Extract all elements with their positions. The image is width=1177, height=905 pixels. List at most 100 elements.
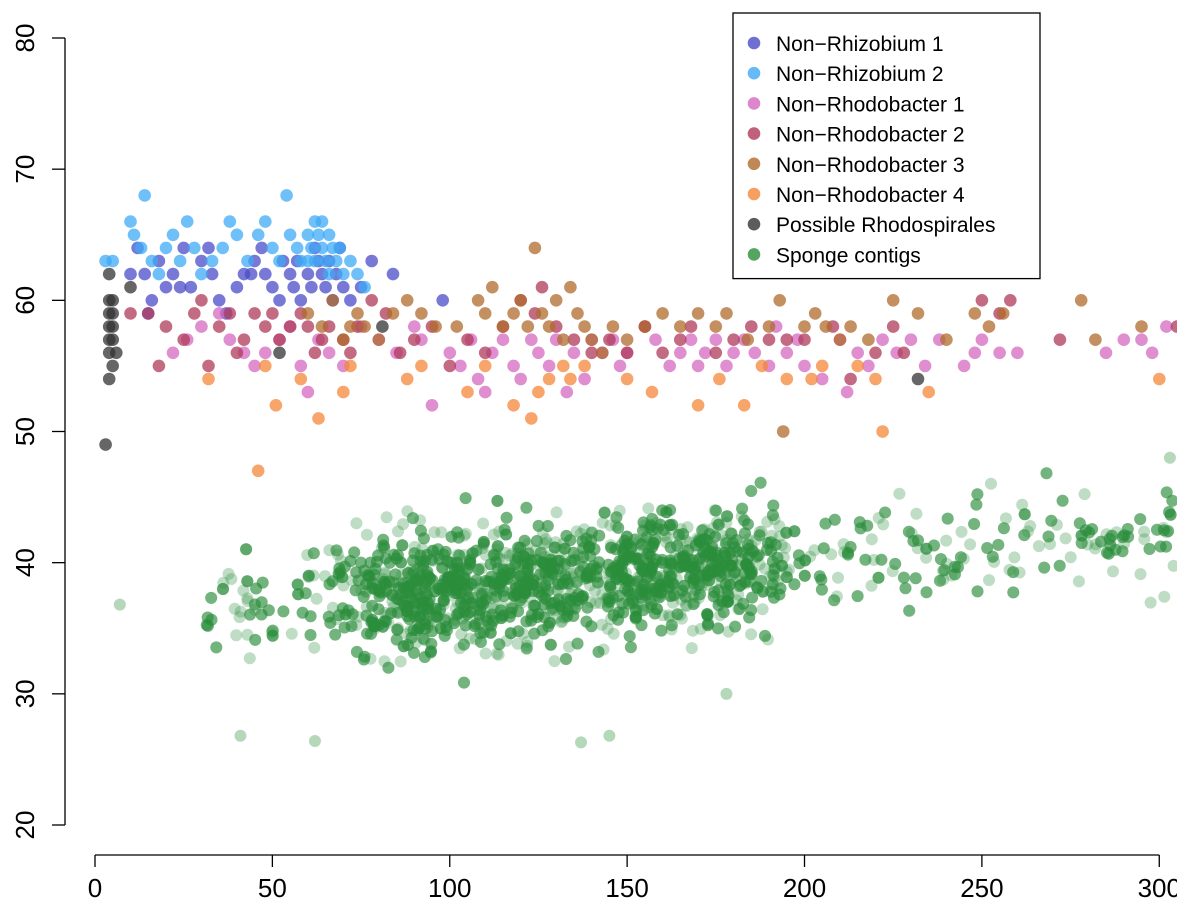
sponge-contig-point — [376, 620, 389, 633]
sponge-contig-point — [418, 596, 430, 609]
sponge-contig-point — [493, 638, 506, 651]
sponge-contig-point — [745, 539, 758, 552]
sponge-contig-point — [414, 514, 427, 527]
sponge-contig-point — [552, 562, 564, 575]
sponge-contig-point — [851, 590, 864, 603]
sponge-contig-point — [585, 620, 598, 633]
sponge-contig-point — [419, 581, 431, 594]
data-point — [496, 320, 510, 333]
sponge-contig-point — [707, 566, 720, 578]
sponge-contig-point — [552, 578, 565, 591]
sponge-contig-point — [470, 574, 483, 587]
sponge-contig-point — [349, 584, 362, 597]
sponge-contig-point — [336, 571, 349, 584]
sponge-contig-point — [765, 581, 778, 594]
sponge-contig-point — [629, 612, 642, 625]
data-point — [564, 280, 577, 294]
sponge-contig-point — [414, 591, 427, 604]
sponge-contig-point — [498, 523, 511, 536]
sponge-contig-point — [694, 622, 707, 635]
sponge-contig-point — [679, 590, 692, 603]
sponge-contig-point — [676, 551, 689, 563]
sponge-contig-point — [645, 598, 658, 611]
sponge-contig-point — [1109, 543, 1122, 556]
sponge-contig-point — [734, 574, 747, 586]
sponge-contig-point — [706, 541, 719, 554]
sponge-contig-point — [691, 532, 704, 545]
sponge-contig-point — [518, 534, 531, 547]
sponge-contig-point — [627, 596, 640, 609]
sponge-contig-point — [664, 590, 677, 602]
sponge-contig-point — [712, 599, 725, 612]
sponge-contig-point — [664, 558, 677, 571]
sponge-contig-point — [355, 583, 367, 596]
sponge-contig-point — [593, 556, 605, 569]
sponge-contig-point — [444, 585, 457, 598]
sponge-contig-point — [552, 578, 565, 591]
sponge-contig-point — [605, 541, 618, 554]
sponge-contig-point — [241, 575, 254, 588]
sponge-contig-point — [532, 607, 545, 620]
data-point — [535, 307, 549, 320]
sponge-contig-point — [605, 613, 617, 626]
sponge-contig-point — [408, 602, 421, 615]
sponge-contig-point — [707, 590, 720, 603]
sponge-contig-point — [644, 521, 657, 534]
sponge-contig-point — [372, 549, 385, 562]
sponge-contig-point — [363, 570, 376, 583]
sponge-contig-point — [678, 560, 691, 573]
sponge-contig-point — [560, 592, 573, 605]
sponge-contig-point — [780, 526, 793, 539]
sponge-contig-point — [500, 528, 513, 541]
sponge-contig-point — [564, 594, 577, 607]
sponge-contig-point — [642, 502, 655, 515]
sponge-contig-point — [722, 625, 735, 638]
sponge-contig-point — [451, 526, 464, 539]
sponge-contig-point — [567, 546, 580, 559]
sponge-contig-point — [395, 568, 408, 581]
data-point — [188, 307, 201, 320]
sponge-contig-point — [377, 575, 390, 588]
sponge-contig-point — [731, 545, 744, 558]
sponge-contig-point — [705, 549, 718, 562]
sponge-contig-point — [678, 559, 691, 572]
sponge-contig-point — [357, 653, 370, 666]
sponge-contig-point — [682, 560, 695, 572]
sponge-contig-point — [249, 633, 262, 646]
sponge-contig-point — [724, 578, 736, 591]
data-point — [202, 241, 215, 255]
sponge-contig-point — [712, 518, 725, 531]
sponge-contig-point — [703, 528, 716, 541]
sponge-contig-point — [522, 580, 535, 593]
sponge-contig-point — [459, 492, 472, 505]
sponge-contig-point — [712, 584, 725, 597]
sponge-contig-point — [445, 573, 458, 586]
sponge-contig-point — [326, 601, 339, 614]
sponge-contig-point — [548, 541, 561, 554]
sponge-contig-point — [372, 549, 385, 562]
sponge-contig-point — [607, 591, 620, 604]
sponge-contig-point — [903, 604, 916, 617]
sponge-contig-point — [493, 638, 506, 651]
sponge-contig-point — [530, 535, 543, 547]
sponge-contig-point — [217, 583, 229, 595]
series-5 — [202, 359, 1166, 478]
sponge-contig-point — [838, 546, 851, 558]
data-point — [741, 333, 754, 347]
sponge-contig-point — [702, 617, 715, 630]
sponge-contig-point — [361, 627, 374, 640]
sponge-contig-point — [433, 553, 446, 566]
data-point — [478, 359, 492, 373]
sponge-contig-point — [672, 528, 685, 541]
sponge-contig-point — [390, 592, 403, 605]
sponge-contig-point — [571, 594, 584, 607]
sponge-contig-point — [406, 512, 419, 525]
sponge-contig-point — [711, 566, 724, 579]
sponge-contig-point — [430, 602, 443, 615]
sponge-contig-point — [374, 586, 387, 599]
sponge-contig-point — [694, 581, 707, 594]
sponge-contig-point — [743, 611, 756, 624]
sponge-contig-point — [322, 610, 335, 623]
sponge-contig-point — [542, 563, 554, 576]
sponge-contig-point — [603, 729, 616, 742]
